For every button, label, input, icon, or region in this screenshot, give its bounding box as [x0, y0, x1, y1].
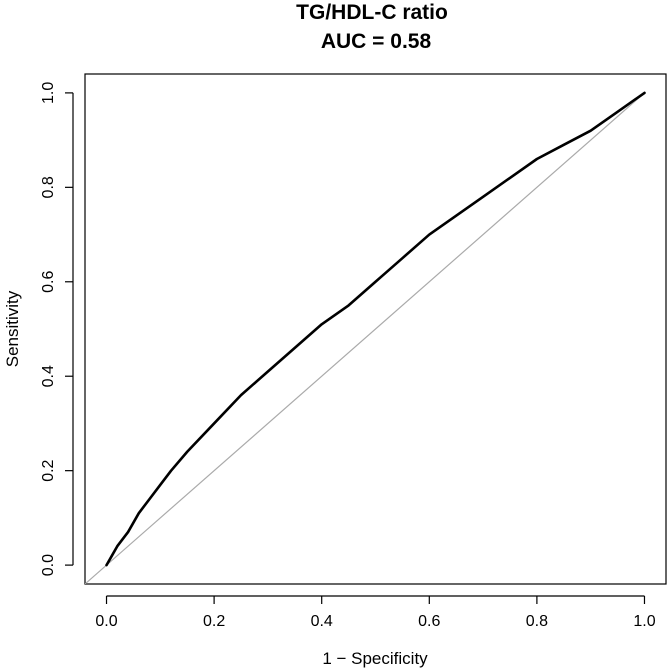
roc-curve-line	[105, 91, 646, 567]
y-tick-label: 0.6	[40, 271, 57, 293]
y-axis: 0.0 0.2 0.4 0.6 0.8 1.0	[40, 82, 74, 576]
y-axis-label: Sensitivity	[3, 290, 22, 367]
x-tick-label: 0.4	[311, 613, 333, 630]
y-tick-label: 0.2	[40, 459, 57, 481]
y-tick-label: 1.0	[40, 82, 57, 104]
y-tick-label: 0.4	[40, 365, 57, 387]
chart-title: TG/HDL-C ratio	[296, 1, 448, 24]
x-axis-label: 1 − Specificity	[322, 649, 428, 668]
reference-diagonal-line	[85, 92, 645, 584]
plot-frame	[84, 73, 667, 585]
chart-subtitle: AUC = 0.58	[321, 30, 432, 53]
y-tick-label: 0.0	[40, 554, 57, 576]
x-tick-label: 0.8	[526, 613, 548, 630]
x-tick-label: 0.0	[95, 613, 117, 630]
x-tick-label: 0.2	[203, 613, 225, 630]
x-axis: 0.0 0.2 0.4 0.6 0.8 1.0	[95, 595, 656, 630]
x-tick-label: 0.6	[418, 613, 440, 630]
x-tick-label: 1.0	[633, 613, 655, 630]
y-tick-label: 0.8	[40, 176, 57, 198]
